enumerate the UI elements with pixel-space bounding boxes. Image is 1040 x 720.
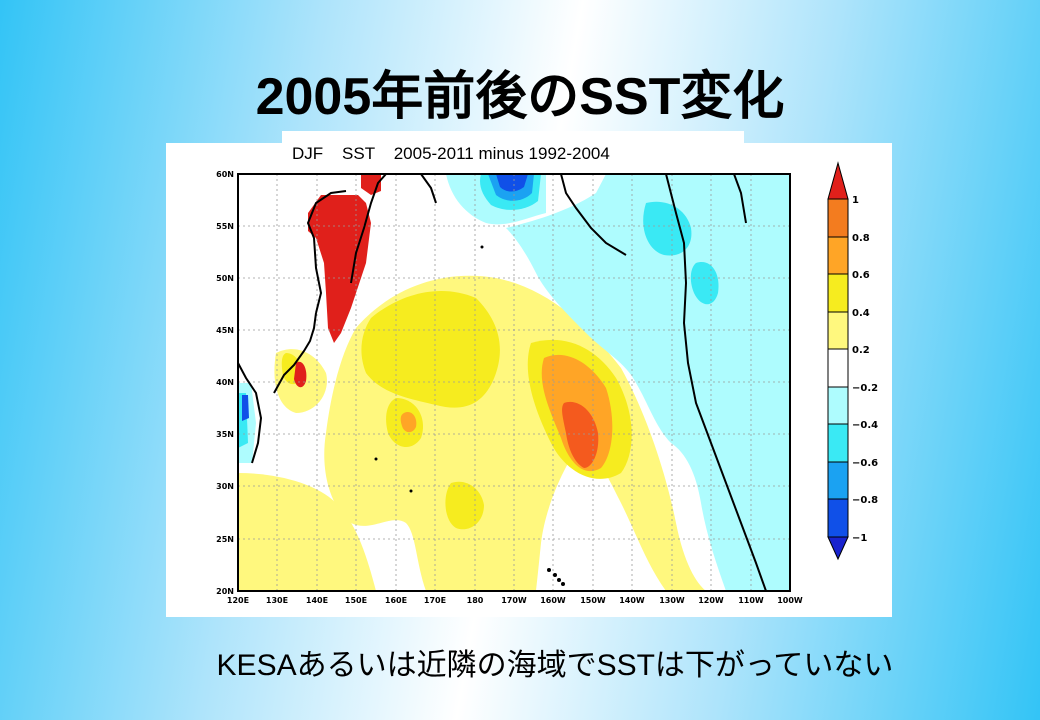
colorbar-label: 1 [852,195,859,206]
lat-label: 20N [216,587,234,596]
lat-label: 30N [216,482,234,491]
colorbar-label: −0.2 [852,383,878,394]
lon-label: 100W [777,596,803,605]
colorbar-swatch [827,461,849,500]
lat-label: 55N [216,222,234,231]
colorbar-label: −0.4 [852,420,878,431]
colorbar-label: 0.4 [852,308,870,319]
lat-label: 45N [216,326,234,335]
colorbar-swatch [827,348,849,388]
slide-title: 2005年前後のSST変化 [255,68,785,126]
lat-label: 35N [216,430,234,439]
colorbar-label: −0.8 [852,495,878,506]
colorbar-swatch [827,423,849,463]
sst-anomaly-map-figure: 60N 55N 50N 45N 40N 35N 30N 25N 20N 120E… [166,143,892,617]
anomaly-red-region [308,195,371,343]
plot-frame [237,173,791,592]
colorbar-max-triangle [827,161,849,200]
lat-label: 50N [216,274,234,283]
lon-label: 140E [306,596,328,605]
lon-label: 110W [738,596,764,605]
colorbar-swatch [827,386,849,425]
colorbar-swatch [827,311,849,350]
sst-map-svg: 60N 55N 50N 45N 40N 35N 30N 25N 20N 120E… [216,161,878,605]
slide-footer-text: KESAあるいは近隣の海域でSSTは下がっていない [216,649,894,682]
island-markers [374,245,565,586]
lon-label: 120W [698,596,724,605]
colorbar-label: −0.6 [852,458,878,469]
anomaly-dark-blue-region [496,174,528,192]
colorbar-swatch [827,498,849,538]
colorbar-label: 0.2 [852,345,870,356]
lon-label: 160W [540,596,566,605]
colorbar-label: 0.6 [852,270,870,281]
lon-label: 180 [467,596,484,605]
colorbar-swatch [827,273,849,313]
colorbar-swatch [827,236,849,275]
lat-label: 60N [216,170,234,179]
lon-label: 150W [580,596,606,605]
lon-label: 130E [266,596,288,605]
coastlines [237,173,767,592]
lon-label: 170W [501,596,527,605]
lon-label: 160E [385,596,407,605]
colorbar-swatch [827,198,849,238]
lon-label: 130W [659,596,685,605]
colorbar [827,161,849,561]
lat-label: 40N [216,378,234,387]
anomaly-cyan-region [643,201,692,256]
anomaly-orange-red-region [562,401,599,468]
anomaly-field [238,174,790,591]
gridlines [238,174,790,591]
colorbar-label: 0.8 [852,233,870,244]
lon-label: 150E [345,596,367,605]
lat-label: 25N [216,535,234,544]
colorbar-label: −1 [852,533,867,544]
lon-label: 120E [227,596,249,605]
figure-caption: DJF SST 2005-2011 minus 1992-2004 [282,131,744,171]
lon-label: 140W [619,596,645,605]
colorbar-min-triangle [827,536,849,561]
lon-label: 170E [424,596,446,605]
